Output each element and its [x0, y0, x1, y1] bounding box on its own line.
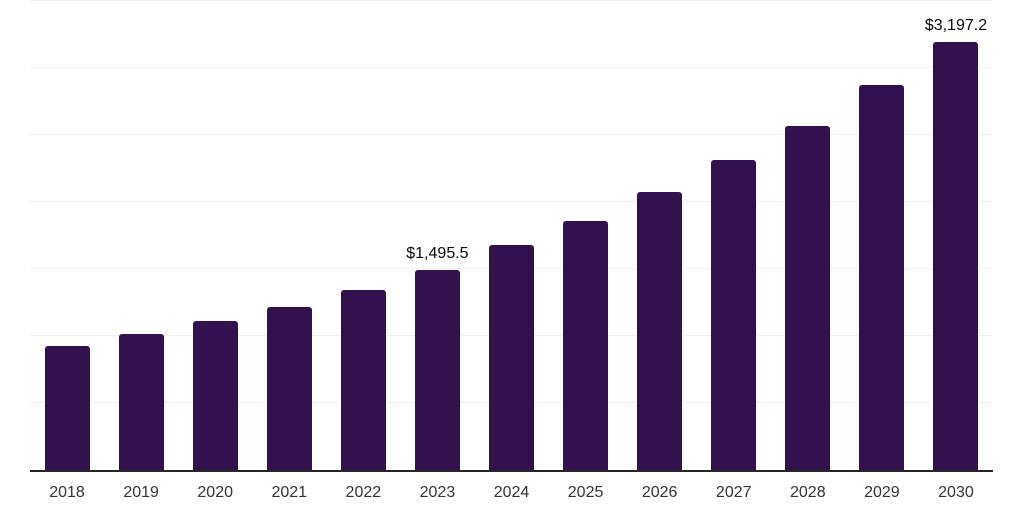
x-tick-label-2030: 2030	[938, 484, 974, 501]
data-label-2030: $3,197.2	[924, 16, 988, 34]
x-axis-line	[30, 470, 993, 472]
bar-2019	[118, 334, 164, 470]
bar-2027	[711, 159, 757, 470]
x-tick-label-2028: 2028	[790, 484, 826, 501]
bar-2021	[266, 307, 312, 470]
x-tick-label-2023: 2023	[419, 484, 456, 501]
x-tick-label-2021: 2021	[271, 484, 308, 501]
gridline-2500	[30, 134, 993, 135]
x-tick-label-2022: 2022	[345, 484, 382, 501]
bar-2030	[933, 41, 979, 470]
x-tick-label-2019: 2019	[123, 484, 159, 501]
x-tick-label-2029: 2029	[864, 484, 900, 501]
bar-2029	[859, 84, 905, 470]
x-tick-label-2027: 2027	[715, 484, 752, 501]
bar-2020	[192, 321, 238, 470]
x-tick-label-2018: 2018	[49, 484, 85, 501]
plot-area: $1,495.5 $3,197.2	[30, 0, 993, 472]
x-tick-label-2025: 2025	[567, 484, 604, 501]
bar-2028	[785, 125, 831, 470]
gridline-2000	[30, 201, 993, 202]
bar-2022	[340, 289, 386, 470]
bar-2023	[414, 269, 460, 470]
data-label-2023: $1,495.5	[406, 244, 469, 262]
bar-2025	[563, 220, 609, 470]
bar-2024	[489, 244, 534, 470]
bar-2018	[44, 346, 90, 470]
gridline-3000	[30, 67, 993, 68]
bar-2026	[637, 191, 683, 470]
gridline-3500	[30, 0, 993, 1]
x-tick-label-2026: 2026	[641, 484, 678, 501]
x-tick-label-2020: 2020	[197, 484, 233, 501]
x-tick-label-2024: 2024	[493, 484, 530, 501]
